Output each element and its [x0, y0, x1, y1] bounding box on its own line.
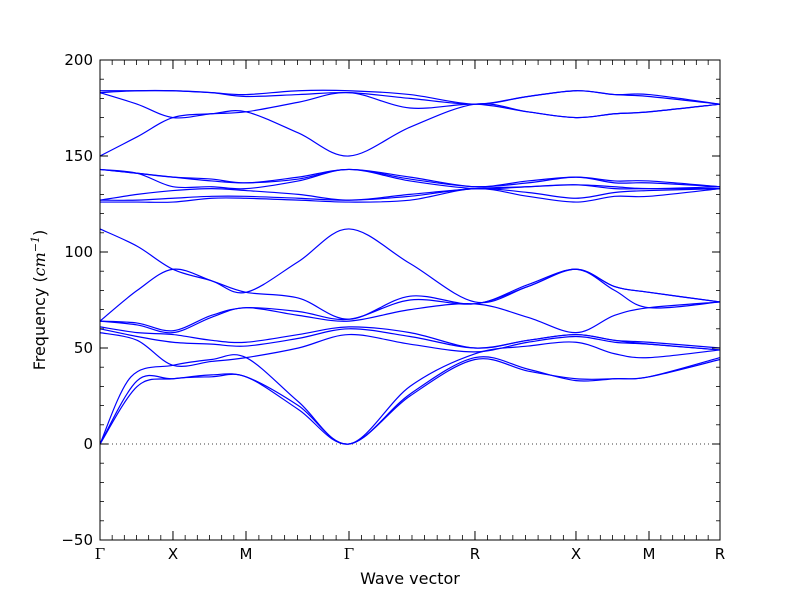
y-tick-label: 50 — [74, 339, 93, 357]
band-line-12 — [99, 187, 721, 201]
band-line-8 — [99, 268, 721, 332]
y-axis-label: Frequency (cm−1) — [29, 230, 50, 371]
y-tick-label: 150 — [64, 147, 93, 165]
x-tick-label: R — [715, 545, 725, 563]
band-line-4 — [99, 332, 721, 367]
x-tick-label: M — [643, 545, 656, 563]
band-line-16 — [99, 168, 721, 188]
band-line-3 — [99, 341, 721, 445]
y-tick-label: −50 — [61, 531, 93, 549]
y-tick-label: 200 — [64, 51, 93, 69]
x-tick-label: M — [240, 545, 253, 563]
series-layer — [99, 89, 721, 445]
band-line-7 — [99, 301, 721, 334]
x-tick-label: Γ — [95, 545, 105, 563]
band-line-11 — [100, 188, 721, 203]
band-line-2 — [99, 356, 721, 445]
y-axis-unit: cm — [30, 252, 49, 276]
y-axis-label-text: Frequency — [30, 288, 49, 371]
band-line-13 — [99, 184, 720, 201]
x-tick-label: Γ — [344, 545, 354, 563]
y-axis-unit-exponent: −1 — [29, 236, 42, 252]
x-tick-label: R — [470, 545, 480, 563]
x-tick-label: X — [571, 545, 581, 563]
band-line-10 — [99, 228, 721, 304]
tick-label-layer: −50 0 50 100 150 200 Γ X M Γ R X M R — [61, 51, 725, 563]
y-tick-label: 100 — [64, 243, 93, 261]
x-axis-label: Wave vector — [360, 569, 460, 588]
band-line-14 — [99, 168, 721, 190]
band-line-20 — [100, 89, 721, 105]
x-tick-label: X — [168, 545, 178, 563]
band-line-6 — [99, 326, 721, 349]
plot-frame — [99, 59, 721, 541]
tick-layer — [99, 59, 721, 541]
band-line-18 — [99, 92, 721, 119]
y-tick-label: 0 — [83, 435, 93, 453]
